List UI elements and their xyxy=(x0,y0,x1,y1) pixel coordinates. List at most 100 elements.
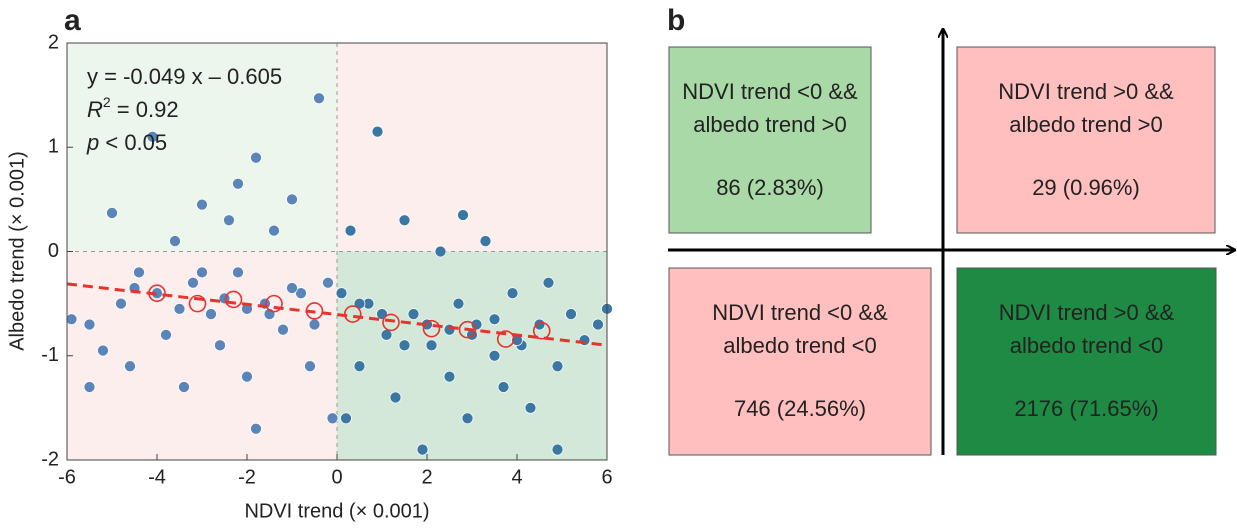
point xyxy=(322,276,334,289)
point xyxy=(497,381,510,393)
y-tick-label: 2 xyxy=(48,31,59,53)
point xyxy=(452,297,465,310)
p-value: p < 0.05 xyxy=(86,130,167,155)
point xyxy=(196,266,208,279)
r2-symbol: R xyxy=(87,97,103,122)
x-tick-label: -4 xyxy=(148,466,166,488)
x-tick-label: 4 xyxy=(511,466,522,488)
bin-mean xyxy=(496,330,515,348)
point xyxy=(443,370,456,383)
point xyxy=(173,302,186,315)
point xyxy=(277,323,289,336)
x-tick-label: -2 xyxy=(238,466,256,488)
panel-label: a xyxy=(64,4,81,37)
point xyxy=(353,360,366,373)
point xyxy=(524,402,537,414)
point xyxy=(83,318,96,331)
point xyxy=(425,339,438,352)
quadrant-bg xyxy=(67,251,337,460)
quadrant-bg xyxy=(337,43,607,252)
r2-text: = 0.92 xyxy=(111,97,179,122)
point xyxy=(542,276,555,289)
quadrant-label: NDVI trend <0 && xyxy=(682,79,858,104)
bin-mean xyxy=(422,319,441,338)
p-symbol: p xyxy=(86,130,99,155)
point xyxy=(488,313,501,326)
point xyxy=(470,318,483,331)
point xyxy=(286,282,298,294)
point xyxy=(214,339,226,352)
quadrant-label: NDVI trend >0 && xyxy=(998,79,1174,104)
point xyxy=(97,344,109,357)
quadrant-label: albedo trend >0 xyxy=(1009,112,1163,137)
r-squared: R2 = 0.92 xyxy=(87,94,179,122)
quadrant-label: NDVI trend <0 && xyxy=(712,300,888,325)
point xyxy=(592,318,604,331)
quadrant-count: 86 (2.83%) xyxy=(716,175,824,200)
x-tick-label: 6 xyxy=(601,466,612,488)
y-axis-title: Albedo trend (× 0.001) xyxy=(6,151,28,351)
point xyxy=(295,287,307,300)
y-tick-label: -1 xyxy=(41,344,59,366)
point xyxy=(115,297,127,310)
point xyxy=(286,193,298,206)
point xyxy=(565,308,577,320)
point xyxy=(457,209,469,221)
p-text: < 0.05 xyxy=(99,130,167,155)
point xyxy=(268,224,280,237)
point xyxy=(250,151,262,164)
point xyxy=(371,125,384,138)
bin-mean xyxy=(305,302,324,320)
point xyxy=(223,214,235,227)
point xyxy=(124,360,136,373)
point xyxy=(461,412,474,425)
quadrant-count: 2176 (71.65%) xyxy=(1014,396,1158,421)
point xyxy=(506,287,519,300)
bin-mean xyxy=(458,320,477,339)
point xyxy=(407,308,420,320)
point xyxy=(335,287,348,300)
quadrant-box xyxy=(668,267,932,456)
point xyxy=(133,266,145,279)
point xyxy=(353,297,366,310)
point xyxy=(434,245,447,258)
point xyxy=(389,391,402,404)
x-tick-label: 0 xyxy=(331,466,342,488)
bin-mean xyxy=(532,321,551,340)
point xyxy=(146,130,159,143)
quadrant-count: 29 (0.96%) xyxy=(1032,175,1140,200)
quadrant-box xyxy=(668,46,872,234)
point xyxy=(83,381,96,393)
quadrant-label: albedo trend <0 xyxy=(723,333,877,358)
point xyxy=(160,329,172,341)
quadrant-count: 746 (24.56%) xyxy=(734,396,866,421)
point xyxy=(308,318,321,331)
bin-mean xyxy=(188,294,207,313)
equation: y = -0.049 x – 0.605 xyxy=(87,64,282,89)
quadrant-bg xyxy=(337,251,607,460)
point xyxy=(232,177,244,190)
x-tick-label: -6 xyxy=(58,466,76,488)
x-axis-title: NDVI trend (× 0.001) xyxy=(244,500,429,522)
point xyxy=(304,360,316,373)
bin-mean xyxy=(343,305,362,323)
bin-mean xyxy=(148,284,166,303)
point xyxy=(551,443,564,456)
point xyxy=(344,224,357,237)
point xyxy=(416,443,429,456)
point xyxy=(398,214,411,227)
point xyxy=(398,339,411,352)
point xyxy=(232,266,244,279)
quadrant-label: albedo trend >0 xyxy=(693,112,847,137)
point xyxy=(106,207,118,219)
quadrant-label: albedo trend <0 xyxy=(1010,333,1164,358)
y-tick-label: -2 xyxy=(41,448,59,470)
point xyxy=(326,412,339,425)
point xyxy=(250,422,262,435)
bin-mean xyxy=(224,290,243,309)
quadrant-box xyxy=(956,267,1217,456)
y-tick-label: 1 xyxy=(48,136,59,158)
point xyxy=(479,235,492,247)
point xyxy=(533,318,546,331)
